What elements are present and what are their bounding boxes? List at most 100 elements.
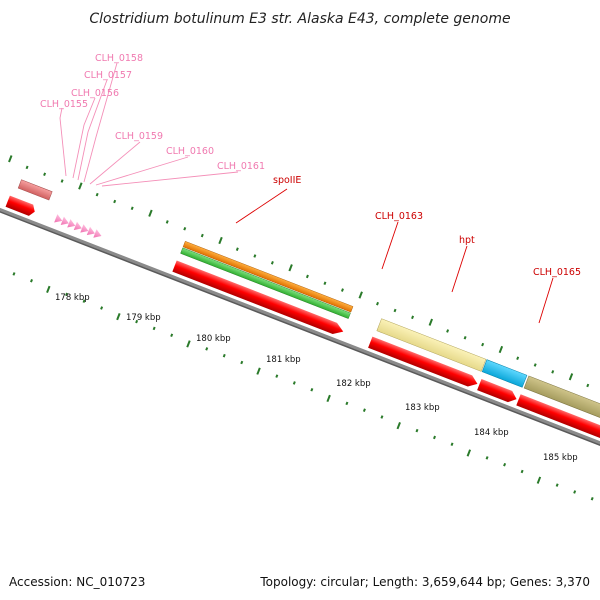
feature-CLH_0155[interactable] [54, 214, 64, 225]
scale-tick [485, 456, 489, 460]
label-CLH_0156[interactable]: CLH_0156 [71, 88, 119, 99]
scale-tick [46, 285, 51, 294]
outer-tick [253, 254, 257, 258]
outer-tick [498, 345, 504, 354]
leader-CLH_0155 [59, 107, 67, 177]
leader-spoIIE [235, 188, 288, 224]
feature-CLH_0161[interactable] [93, 229, 103, 240]
outer-tick [60, 179, 64, 183]
scale-tick [310, 387, 314, 392]
label-CLH_0159[interactable]: CLH_0159 [115, 131, 163, 142]
scale-tick [396, 422, 401, 430]
feature-CLH_0160[interactable] [86, 226, 97, 238]
outer-tick [533, 363, 537, 367]
label-CLH_0158[interactable]: CLH_0158 [95, 53, 143, 64]
feature-hpt[interactable] [481, 359, 528, 388]
label-hpt[interactable]: hpt [459, 235, 475, 246]
label-spoIIE[interactable]: spoIIE [273, 175, 301, 186]
outer-tick [481, 342, 485, 347]
outer-tick [305, 274, 309, 279]
outer-tick [323, 281, 327, 286]
leader-CLH_0158 [83, 62, 118, 183]
scale-tick [345, 401, 349, 406]
scale-label-181: 181 kbp [266, 355, 301, 365]
scale-tick [256, 367, 261, 375]
scale-tick [30, 278, 33, 283]
feature-salmon[interactable] [17, 179, 53, 201]
scale-tick [555, 483, 559, 487]
scale-tick-row [12, 272, 594, 501]
scale-label-184: 184 kbp [474, 428, 509, 438]
outer-tick [130, 206, 134, 211]
scale-tick [326, 394, 331, 403]
scale-labels: 178 kbp 179 kbp 180 kbp 181 kbp 182 kbp … [55, 293, 578, 463]
outer-tick [200, 233, 204, 238]
scale-label-178: 178 kbp [55, 293, 90, 303]
pink-feature-cluster[interactable] [54, 214, 103, 240]
feature-spoIIE-orange[interactable] [182, 241, 354, 313]
topology-text: Topology: circular; Length: 3,659,644 bp… [259, 575, 590, 589]
label-CLH_0165[interactable]: CLH_0165 [533, 267, 581, 278]
leader-CLH_0157 [77, 79, 108, 181]
red-leader-lines [235, 188, 554, 324]
cds-arrow[interactable] [5, 195, 37, 218]
pink-leader-lines [59, 62, 239, 187]
scale-label-183: 183 kbp [405, 403, 440, 413]
outer-tick [358, 291, 363, 299]
outer-tick [183, 226, 187, 231]
scale-tick [186, 340, 191, 348]
scale-label-182: 182 kbp [336, 379, 371, 389]
scale-tick [170, 333, 174, 337]
scale-label-185: 185 kbp [543, 453, 578, 463]
label-CLH_0161[interactable]: CLH_0161 [217, 161, 265, 172]
scale-tick [222, 353, 226, 358]
scale-tick [100, 306, 104, 310]
label-CLH_0155[interactable]: CLH_0155 [40, 99, 88, 110]
genome-track [0, 155, 600, 501]
feature-CLH_0163[interactable] [376, 318, 487, 372]
leader-CLH_0156 [72, 97, 96, 179]
scale-label-180: 180 kbp [196, 334, 231, 344]
outer-tick [148, 209, 153, 217]
scale-tick [205, 347, 209, 351]
cds-arrow-CLH_0163[interactable] [368, 336, 480, 390]
feature-CLH_0165[interactable] [523, 375, 600, 440]
scale-label-179: 179 kbp [126, 313, 161, 323]
outer-tick [218, 236, 223, 245]
feature-CLH_0157[interactable] [67, 219, 77, 230]
label-CLH_0160[interactable]: CLH_0160 [166, 146, 214, 157]
scale-tick [240, 360, 244, 365]
map-title: Clostridium botulinum E3 str. Alaska E43… [89, 11, 510, 27]
scale-tick [415, 428, 419, 433]
cds-row [5, 195, 600, 458]
scale-tick [450, 442, 454, 447]
leader-CLH_0165 [538, 277, 554, 324]
outer-tick [113, 199, 117, 204]
scale-tick [503, 462, 507, 467]
genome-backbone-shade [0, 203, 600, 481]
scale-tick [573, 490, 577, 494]
outer-tick [516, 356, 520, 360]
scale-tick [65, 292, 69, 297]
label-CLH_0163[interactable]: CLH_0163 [375, 211, 423, 222]
label-CLH_0157[interactable]: CLH_0157 [84, 70, 132, 81]
gene-labels: CLH_0158 CLH_0157 CLH_0156 CLH_0155 CLH_… [40, 53, 581, 278]
scale-tick [466, 449, 472, 457]
scale-tick [433, 435, 436, 440]
cds-arrow-hpt[interactable] [477, 378, 519, 405]
scale-tick [520, 469, 524, 474]
outer-tick [78, 182, 83, 190]
outer-tick [25, 165, 29, 170]
feature-CLH_0156[interactable] [60, 216, 71, 228]
feature-CLH_0159[interactable] [80, 224, 90, 235]
leader-CLH_0161 [101, 171, 239, 187]
scale-tick [82, 299, 86, 303]
cds-arrow-CLH_0165[interactable] [516, 394, 600, 458]
cds-arrow-spoIIE[interactable] [172, 260, 345, 337]
feature-spoIIE-green[interactable] [180, 247, 351, 319]
scale-tick [275, 374, 279, 378]
leader-CLH_0159 [89, 141, 141, 185]
feature-CLH_0158[interactable] [73, 221, 84, 233]
leader-CLH_0163 [381, 221, 399, 270]
